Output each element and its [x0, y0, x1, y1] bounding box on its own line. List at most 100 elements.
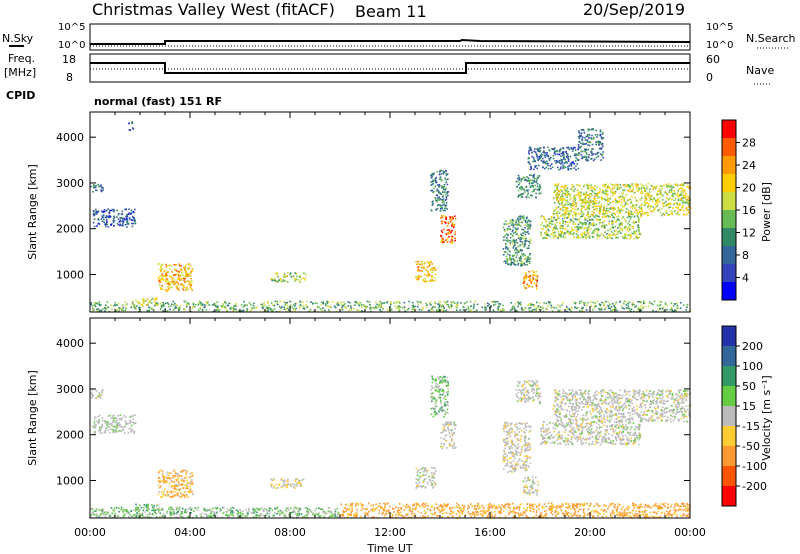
power-cell — [320, 301, 323, 303]
power-cell — [514, 303, 517, 305]
power-cell — [430, 304, 432, 306]
power-cell — [600, 142, 602, 145]
power-cell — [585, 223, 587, 226]
velocity-cell — [192, 493, 194, 496]
power-cell — [587, 213, 590, 215]
power-cell — [97, 308, 100, 310]
power-cell — [595, 193, 597, 195]
velocity-cell — [271, 479, 273, 481]
power-cell — [440, 215, 443, 217]
power-cell — [443, 228, 445, 231]
power-cell — [389, 303, 392, 306]
power-cell — [667, 203, 669, 205]
power-cell — [570, 232, 572, 235]
power-cell — [246, 308, 249, 310]
velocity-cell — [442, 397, 445, 399]
power-cell — [303, 306, 306, 308]
power-cell — [451, 241, 454, 244]
velocity-cell — [416, 485, 418, 487]
power-cell — [303, 272, 305, 275]
power-cell — [132, 222, 134, 225]
power-cell — [639, 208, 641, 210]
velocity-cell — [132, 418, 135, 421]
power-cell — [571, 229, 573, 231]
power-cell — [647, 182, 650, 185]
velocity-cell — [445, 385, 448, 387]
velocity-cell — [113, 430, 116, 433]
power-cell — [577, 226, 579, 228]
power-region-4 — [157, 263, 194, 292]
power-cell — [637, 216, 640, 218]
power-cell — [529, 242, 531, 244]
velocity-cell — [176, 484, 179, 487]
power-cell — [642, 307, 644, 309]
velocity-cell — [511, 447, 513, 449]
power-cell — [636, 237, 639, 239]
power-cell — [108, 211, 111, 213]
power-cell — [547, 228, 549, 231]
power-cell — [132, 127, 134, 129]
power-cell — [92, 307, 95, 310]
power-cell — [586, 214, 588, 217]
velocity-cell — [508, 448, 511, 450]
power-cell — [582, 194, 585, 196]
power-cell — [586, 201, 589, 203]
power-cell — [417, 268, 420, 271]
power-cell — [564, 236, 567, 239]
power-region-13 — [552, 182, 692, 217]
power-cell — [648, 191, 651, 193]
power-cell — [590, 301, 592, 303]
power-cell — [627, 184, 630, 186]
velocity-cell — [507, 440, 509, 443]
power-cell — [547, 225, 550, 227]
velocity-cell — [132, 421, 135, 424]
velocity-cell — [132, 414, 135, 417]
power-cell — [519, 249, 522, 251]
power-cell — [619, 183, 622, 186]
power-cell — [188, 263, 190, 265]
power-cell — [542, 157, 544, 160]
power-cell — [138, 302, 140, 304]
power-cell — [561, 162, 563, 164]
power-cell — [625, 185, 627, 188]
velocity-cell — [105, 428, 107, 430]
velocity-cell — [514, 445, 516, 447]
power-cell — [544, 152, 546, 154]
power-cell — [431, 271, 434, 274]
power-cell — [445, 303, 447, 305]
power-cell — [624, 221, 627, 223]
power-cell — [420, 309, 423, 311]
velocity-cell — [101, 432, 104, 434]
velocity-cell — [445, 411, 447, 413]
power-cell — [621, 307, 624, 309]
power-cell — [619, 300, 621, 303]
power-cell — [671, 213, 673, 215]
power-cell — [566, 196, 568, 198]
velocity-cell — [90, 391, 93, 394]
power-cell — [285, 307, 288, 309]
power-cell — [334, 306, 337, 309]
power-cell — [187, 268, 190, 271]
power-cell — [612, 220, 615, 223]
power-cell — [430, 307, 433, 310]
power-cell — [436, 188, 439, 191]
velocity-cell — [527, 442, 530, 445]
power-cell — [671, 194, 674, 197]
power-cell — [559, 191, 561, 194]
power-cell — [640, 192, 642, 194]
power-cell — [531, 151, 533, 154]
power-cell — [504, 251, 506, 253]
velocity-cell — [282, 484, 284, 487]
power-cell — [584, 217, 586, 219]
power-cell — [443, 171, 445, 173]
power-cell — [594, 184, 596, 187]
velocity-cell — [524, 450, 527, 453]
power-region-12 — [527, 146, 580, 171]
power-cell — [630, 216, 633, 218]
velocity-cell — [503, 421, 506, 424]
power-cell — [517, 224, 519, 226]
power-cell — [273, 308, 276, 310]
power-cell — [449, 232, 451, 235]
power-cell — [564, 211, 566, 213]
power-cell — [538, 184, 541, 186]
